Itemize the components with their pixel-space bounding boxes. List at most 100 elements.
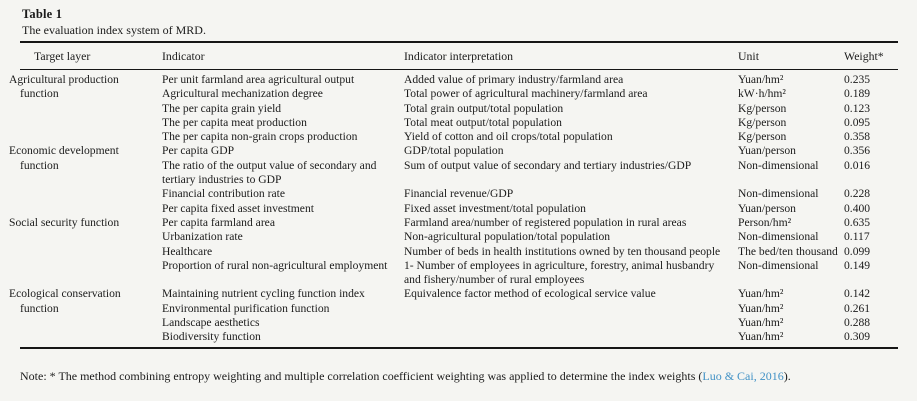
weight-cell: 0.356 bbox=[844, 144, 871, 158]
target-layer-cell: Social security function bbox=[9, 215, 120, 229]
interpretation-cell: GDP/total population bbox=[404, 144, 504, 158]
weight-cell: 0.142 bbox=[844, 287, 871, 301]
unit-cell: Yuan/hm² bbox=[738, 316, 784, 330]
weight-cell: 0.149 bbox=[844, 258, 871, 272]
table-header: Target layer Indicator Indicator interpr… bbox=[20, 42, 898, 70]
table-note: Note: * The method combining entropy wei… bbox=[20, 369, 900, 384]
table-row: Biodiversity function Yuan/hm² 0.309 bbox=[20, 330, 898, 347]
interpretation-cell: Total power of agricultural machinery/fa… bbox=[404, 87, 648, 101]
table-row: The ratio of the output value of seconda… bbox=[20, 159, 898, 188]
table-row: The per capita non-grain crops productio… bbox=[20, 130, 898, 144]
indicator-cell: The per capita non-grain crops productio… bbox=[162, 130, 358, 144]
indicator-cell: The ratio of the output value of seconda… bbox=[162, 158, 377, 187]
col-header-indicator-interpretation: Indicator interpretation bbox=[404, 42, 738, 70]
col-header-indicator: Indicator bbox=[162, 42, 404, 70]
weight-cell: 0.309 bbox=[844, 330, 871, 344]
unit-cell: kW·h/hm² bbox=[738, 87, 786, 101]
indicator-cell: Environmental purification function bbox=[162, 301, 330, 315]
table-row: The per capita grain yield Total grain ou… bbox=[20, 102, 898, 116]
interpretation-cell bbox=[404, 302, 738, 316]
col-header-unit: Unit bbox=[738, 42, 844, 70]
indicator-cell: Per unit farmland area agricultural outp… bbox=[162, 73, 355, 86]
indicator-cell: Landscape aesthetics bbox=[162, 316, 260, 330]
unit-cell: Person/hm² bbox=[738, 215, 792, 229]
interpretation-cell: Total meat output/total population bbox=[404, 115, 562, 129]
weight-cell: 0.095 bbox=[844, 115, 871, 129]
table-row: Ecological conservation function Maintain… bbox=[9, 287, 898, 314]
table-row: Proportion of rural non-agricultural emp… bbox=[20, 259, 898, 288]
table-row: The per capita meat production Total meat… bbox=[20, 116, 898, 130]
indicator-cell: The per capita grain yield bbox=[162, 101, 282, 115]
table-row: Agricultural production function Per unit… bbox=[9, 70, 898, 100]
weight-cell: 0.228 bbox=[844, 187, 871, 201]
evaluation-index-table: Target layer Indicator Indicator interpr… bbox=[9, 41, 898, 349]
table-row: Per capita fixed asset investment Fixed a… bbox=[20, 202, 898, 216]
indicator-cell: Urbanization rate bbox=[162, 230, 243, 244]
table-label: Table 1 bbox=[22, 7, 63, 21]
indicator-cell: Proportion of rural non-agricultural emp… bbox=[162, 258, 388, 272]
indicator-cell: Financial contribution rate bbox=[162, 187, 285, 201]
indicator-cell: Per capita fixed asset investment bbox=[162, 201, 314, 215]
weight-cell: 0.123 bbox=[844, 101, 871, 115]
weight-cell: 0.016 bbox=[844, 158, 871, 172]
weight-cell: 0.261 bbox=[844, 301, 871, 315]
target-layer-cell: Economic development function bbox=[9, 144, 119, 172]
unit-cell: Yuan/hm² bbox=[738, 287, 784, 301]
table-row: Agricultural mechanization degree Total p… bbox=[20, 87, 898, 101]
note-suffix: ). bbox=[783, 369, 791, 383]
col-header-weight: Weight* bbox=[844, 42, 898, 70]
interpretation-cell: Farmland area/number of registered popul… bbox=[404, 215, 687, 229]
indicator-cell: Biodiversity function bbox=[162, 330, 261, 344]
target-layer-cell: Agricultural production function bbox=[9, 73, 119, 101]
unit-cell: Yuan/hm² bbox=[738, 330, 784, 344]
indicator-cell: The per capita meat production bbox=[162, 115, 307, 129]
unit-cell: Yuan/hm² bbox=[738, 73, 784, 86]
unit-cell: Non-dimensional bbox=[738, 258, 819, 272]
table-row: Economic development function Per capita … bbox=[9, 144, 898, 171]
table-row: Social security function Per capita farml… bbox=[9, 215, 898, 230]
weight-cell: 0.117 bbox=[844, 230, 870, 244]
interpretation-cell: Equivalence factor method of ecological … bbox=[404, 287, 656, 301]
note-text: Note: * The method combining entropy wei… bbox=[20, 369, 703, 383]
indicator-cell: Per capita farmland area bbox=[162, 215, 275, 229]
citation-link-luo-cai-2016[interactable]: Luo & Cai, 2016 bbox=[702, 369, 784, 383]
unit-cell: Non-dimensional bbox=[738, 187, 819, 201]
interpretation-cell: Total grain output/total population bbox=[404, 101, 564, 115]
indicator-cell: Agricultural mechanization degree bbox=[162, 87, 323, 101]
unit-cell: Yuan/person bbox=[738, 144, 796, 158]
table-row: Urbanization rate Non-agricultural popula… bbox=[20, 230, 898, 244]
weight-cell: 0.189 bbox=[844, 87, 871, 101]
unit-cell: Yuan/hm² bbox=[738, 301, 784, 315]
interpretation-cell: 1- Number of employees in agriculture, f… bbox=[404, 258, 715, 287]
indicator-cell: Healthcare bbox=[162, 244, 213, 258]
weight-cell: 0.099 bbox=[844, 244, 871, 258]
weight-cell: 0.358 bbox=[844, 130, 871, 144]
table-caption: The evaluation index system of MRD. bbox=[22, 23, 206, 37]
unit-cell: Non-dimensional bbox=[738, 158, 819, 172]
interpretation-cell: Number of beds in health institutions ow… bbox=[404, 244, 721, 258]
unit-cell: Kg/person bbox=[738, 101, 787, 115]
indicator-cell: Maintaining nutrient cycling function in… bbox=[162, 287, 365, 301]
unit-cell: Kg/person bbox=[738, 130, 787, 144]
weight-cell: 0.635 bbox=[844, 215, 871, 229]
interpretation-cell: Financial revenue/GDP bbox=[404, 187, 514, 201]
interpretation-cell bbox=[404, 316, 738, 330]
table-row: Landscape aesthetics Yuan/hm² 0.288 bbox=[20, 316, 898, 330]
unit-cell: The bed/ten thousand bbox=[738, 244, 838, 258]
indicator-cell: Per capita GDP bbox=[162, 144, 235, 158]
col-header-target-layer: Target layer bbox=[20, 42, 162, 70]
unit-cell: Non-dimensional bbox=[738, 230, 819, 244]
interpretation-cell: Sum of output value of secondary and ter… bbox=[404, 158, 692, 172]
interpretation-cell: Added value of primary industry/farmland… bbox=[404, 73, 624, 86]
interpretation-cell bbox=[404, 330, 738, 347]
table-row: Healthcare Number of beds in health insti… bbox=[20, 245, 898, 259]
interpretation-cell: Yield of cotton and oil crops/total popu… bbox=[404, 130, 613, 144]
table-body: Agricultural production function Per unit… bbox=[9, 70, 898, 348]
header-row: Target layer Indicator Indicator interpr… bbox=[20, 42, 898, 70]
table-row: Environmental purification function Yuan/… bbox=[20, 302, 898, 316]
unit-cell: Kg/person bbox=[738, 115, 787, 129]
target-layer-cell: Ecological conservation function bbox=[9, 287, 121, 315]
interpretation-cell: Fixed asset investment/total population bbox=[404, 201, 586, 215]
table-row: Financial contribution rate Financial rev… bbox=[20, 187, 898, 201]
